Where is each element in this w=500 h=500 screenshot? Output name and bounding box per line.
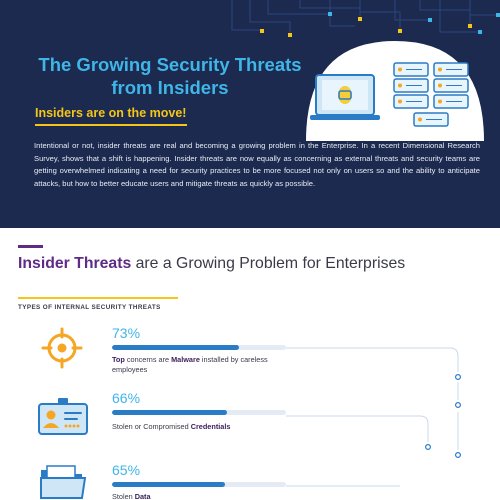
yellow-divider — [18, 297, 178, 299]
hero-banner: The Growing Security Threats from Inside… — [0, 0, 500, 228]
server-laptop-illustration — [306, 41, 484, 141]
desc-text: concerns are — [124, 355, 172, 364]
threat-percent: 66% — [112, 390, 141, 406]
desc-bold: Data — [134, 492, 151, 500]
threat-bar-fill — [112, 482, 226, 487]
page-subtitle: Insiders are on the move! — [35, 106, 187, 126]
intro-paragraph: Intentional or not, insider threats are … — [34, 141, 480, 188]
folder-icon — [40, 465, 87, 499]
circuit-pattern — [231, 0, 500, 37]
threat-percent: 65% — [112, 462, 141, 478]
desc-text: installed by careless employees — [112, 355, 268, 374]
threat-bar-fill — [112, 410, 227, 415]
section-title-strong: Insider Threats — [18, 255, 132, 272]
threat-bar — [112, 410, 286, 415]
desc-bold: Malware — [171, 355, 200, 364]
threat-description: Top concerns are Malware installed by ca… — [112, 355, 282, 375]
threat-description: Stolen Data — [112, 492, 312, 500]
threat-bar — [112, 345, 286, 350]
timeline-connector — [286, 347, 462, 487]
desc-text: Stolen — [112, 492, 135, 500]
section-title-rest: are a Growing Problem for Enterprises — [131, 255, 406, 272]
threat-percent: 73% — [112, 325, 141, 341]
page-title: The Growing Security Threats from Inside… — [38, 54, 302, 98]
threat-bar-fill — [112, 345, 240, 350]
threat-description: Stolen or Compromised Credentials — [112, 422, 312, 432]
desc-bold: Credentials — [190, 422, 231, 431]
target-icon — [41, 327, 83, 369]
section-title: Insider Threats are a Growing Problem fo… — [18, 255, 488, 273]
types-label: TYPES OF INTERNAL SECURITY THREATS — [18, 304, 161, 311]
desc-bold: Top — [112, 355, 125, 364]
threat-bar — [112, 482, 286, 487]
section-accent — [18, 245, 43, 248]
desc-text: Stolen or Compromised — [112, 422, 191, 431]
id-card-icon — [38, 398, 88, 435]
